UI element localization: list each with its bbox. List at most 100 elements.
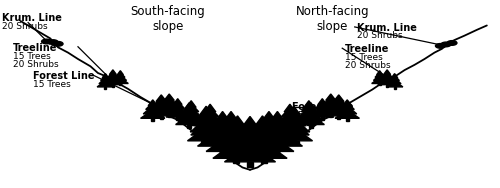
Polygon shape bbox=[204, 104, 216, 112]
Polygon shape bbox=[205, 122, 226, 133]
Polygon shape bbox=[260, 149, 265, 154]
Polygon shape bbox=[112, 78, 128, 83]
Polygon shape bbox=[278, 112, 301, 123]
Polygon shape bbox=[296, 141, 300, 144]
Ellipse shape bbox=[53, 42, 63, 46]
Polygon shape bbox=[208, 129, 212, 132]
Polygon shape bbox=[148, 100, 158, 106]
Polygon shape bbox=[380, 74, 394, 81]
Polygon shape bbox=[208, 118, 222, 127]
Polygon shape bbox=[206, 137, 246, 152]
Polygon shape bbox=[266, 119, 281, 130]
Polygon shape bbox=[188, 125, 191, 127]
Ellipse shape bbox=[42, 39, 51, 44]
Polygon shape bbox=[376, 71, 382, 75]
Polygon shape bbox=[267, 138, 271, 142]
Polygon shape bbox=[298, 107, 319, 117]
Polygon shape bbox=[213, 141, 259, 158]
Polygon shape bbox=[375, 72, 384, 77]
Polygon shape bbox=[254, 116, 270, 127]
Polygon shape bbox=[267, 115, 288, 127]
Polygon shape bbox=[271, 127, 298, 139]
Text: 15 Trees: 15 Trees bbox=[344, 53, 383, 62]
Polygon shape bbox=[236, 126, 264, 139]
Polygon shape bbox=[226, 121, 250, 133]
Polygon shape bbox=[256, 120, 282, 132]
Polygon shape bbox=[191, 124, 214, 135]
Polygon shape bbox=[190, 120, 222, 132]
Polygon shape bbox=[144, 106, 163, 114]
Polygon shape bbox=[282, 130, 312, 141]
Polygon shape bbox=[227, 121, 245, 133]
Polygon shape bbox=[258, 130, 290, 144]
Polygon shape bbox=[198, 112, 222, 123]
Polygon shape bbox=[232, 133, 268, 146]
Polygon shape bbox=[247, 162, 253, 168]
Polygon shape bbox=[323, 97, 338, 105]
Polygon shape bbox=[237, 123, 263, 137]
Polygon shape bbox=[220, 141, 225, 145]
Polygon shape bbox=[320, 100, 341, 109]
Polygon shape bbox=[230, 116, 246, 127]
Polygon shape bbox=[150, 102, 172, 111]
Polygon shape bbox=[178, 110, 200, 119]
Polygon shape bbox=[200, 141, 204, 144]
Polygon shape bbox=[197, 116, 208, 124]
Polygon shape bbox=[99, 78, 112, 84]
Text: 20 Shrubs: 20 Shrubs bbox=[2, 22, 48, 31]
Polygon shape bbox=[164, 94, 174, 100]
Polygon shape bbox=[184, 103, 194, 110]
Polygon shape bbox=[152, 118, 154, 121]
Polygon shape bbox=[328, 102, 349, 111]
Polygon shape bbox=[378, 78, 396, 85]
Polygon shape bbox=[335, 110, 359, 118]
Polygon shape bbox=[217, 134, 258, 149]
Polygon shape bbox=[214, 126, 248, 138]
Polygon shape bbox=[342, 100, 352, 106]
Polygon shape bbox=[388, 78, 401, 84]
Polygon shape bbox=[288, 129, 292, 132]
Ellipse shape bbox=[48, 40, 58, 44]
Text: 20 Shrubs: 20 Shrubs bbox=[357, 31, 403, 40]
Polygon shape bbox=[268, 133, 302, 146]
Polygon shape bbox=[288, 106, 300, 114]
Polygon shape bbox=[240, 121, 260, 132]
Text: Treeline: Treeline bbox=[344, 44, 389, 54]
Polygon shape bbox=[254, 137, 294, 152]
Polygon shape bbox=[301, 104, 316, 112]
Polygon shape bbox=[382, 72, 392, 78]
Polygon shape bbox=[153, 98, 170, 106]
Polygon shape bbox=[281, 108, 298, 117]
Polygon shape bbox=[176, 117, 179, 120]
Polygon shape bbox=[340, 102, 354, 109]
Polygon shape bbox=[198, 133, 232, 146]
Polygon shape bbox=[212, 115, 233, 127]
Polygon shape bbox=[246, 127, 278, 141]
Polygon shape bbox=[247, 154, 253, 159]
Polygon shape bbox=[204, 128, 241, 141]
Polygon shape bbox=[298, 115, 324, 125]
Text: Krum. Line: Krum. Line bbox=[357, 23, 417, 33]
Polygon shape bbox=[184, 104, 199, 112]
Polygon shape bbox=[214, 124, 238, 136]
Polygon shape bbox=[186, 101, 196, 107]
Polygon shape bbox=[314, 105, 332, 113]
Polygon shape bbox=[300, 110, 322, 119]
Polygon shape bbox=[216, 111, 230, 121]
Polygon shape bbox=[274, 118, 305, 129]
Polygon shape bbox=[148, 106, 175, 116]
Polygon shape bbox=[204, 132, 208, 135]
Polygon shape bbox=[392, 74, 398, 78]
Polygon shape bbox=[240, 121, 260, 134]
Text: Krum. Line: Krum. Line bbox=[2, 13, 62, 23]
Polygon shape bbox=[274, 122, 295, 133]
Polygon shape bbox=[292, 132, 296, 135]
Text: North-facing
slope: North-facing slope bbox=[296, 5, 369, 33]
Polygon shape bbox=[230, 134, 270, 152]
Polygon shape bbox=[229, 138, 233, 142]
Polygon shape bbox=[168, 114, 171, 117]
Polygon shape bbox=[286, 124, 309, 135]
Polygon shape bbox=[108, 72, 118, 78]
Polygon shape bbox=[110, 70, 116, 74]
Polygon shape bbox=[190, 122, 193, 125]
